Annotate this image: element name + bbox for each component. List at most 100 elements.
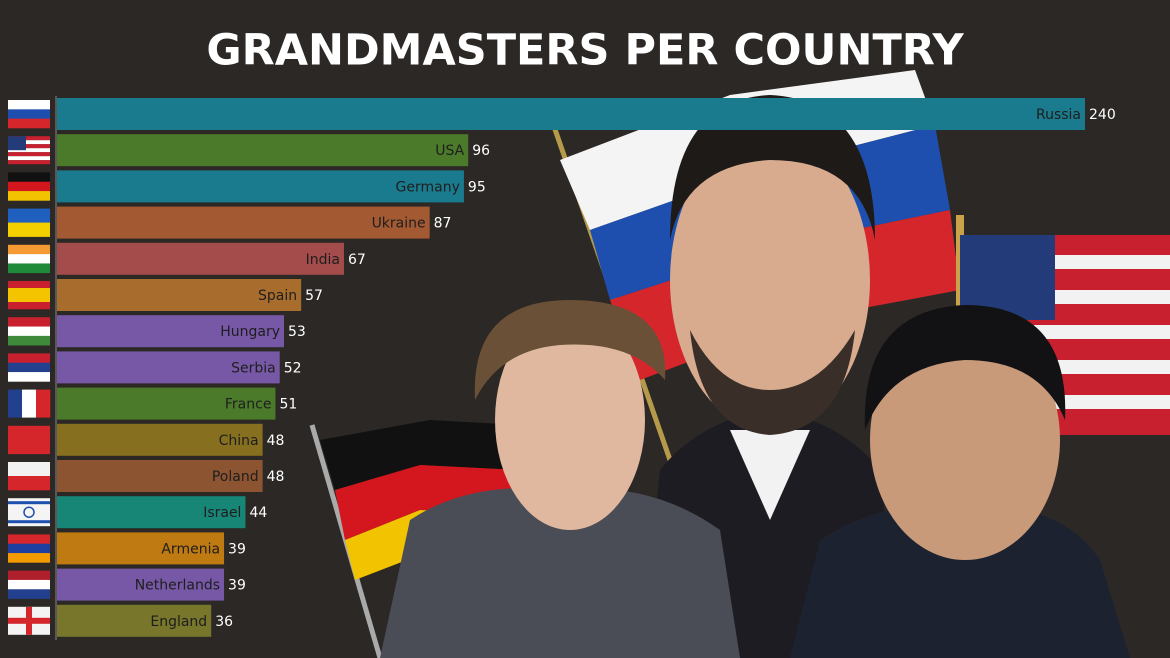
flag-canton [8,136,26,151]
category-label: Israel [203,505,241,521]
bar [57,496,246,529]
bar [57,351,280,384]
flag-icon [8,281,50,310]
bar [57,460,263,492]
flag-cross [8,617,50,624]
flag-stripe [8,501,50,505]
flag-stripe [8,362,50,373]
person-shirt [730,430,810,520]
flag-icon [8,606,50,635]
bar [57,568,225,601]
flag-stripe [8,372,50,382]
flag-stripe [8,353,50,364]
flag-stripe [8,244,50,255]
flag-stripe [8,288,50,296]
flag-stripe [8,295,50,303]
bar [57,279,302,311]
category-label: China [219,433,259,449]
flag-stripe [8,335,50,346]
value-label: 36 [215,614,233,630]
bar [57,423,263,456]
flag-stripe [8,160,50,165]
flag-stripe [8,148,50,153]
value-label: 48 [267,433,285,449]
category-label: Netherlands [135,578,220,594]
category-label: Germany [396,179,460,195]
photo-collage [309,70,1170,658]
flag-stripe [8,543,50,554]
value-label: 87 [434,216,452,232]
flag-stripe [8,520,50,524]
bar [57,387,276,420]
category-label: Spain [258,288,297,304]
flag-stripe [8,254,50,264]
flag-icon [8,389,51,418]
flag-stripe [8,553,50,563]
category-label: Serbia [231,360,276,376]
flag-stripe [8,281,50,289]
flag-stripe [8,118,50,129]
value-label: 53 [288,324,306,340]
bar [57,242,344,275]
flag-stripe [8,172,50,183]
value-label: 96 [472,143,490,159]
person-hair [864,305,1066,430]
flag-icon [8,136,50,165]
flag-icon [8,100,50,129]
person-face [670,130,870,430]
category-label: Hungary [220,324,280,340]
person-hair [670,95,875,240]
category-label: Poland [212,469,259,485]
flag-stripe [8,263,50,274]
person-beard [690,330,855,435]
bar [57,206,430,239]
flag-stripe [8,476,50,491]
flag-stripe [8,100,50,110]
bar [57,604,212,637]
flag-icon [8,172,50,201]
flag-icon [8,353,50,382]
flag-stripe [36,389,51,418]
category-label: USA [435,143,464,159]
flag-stripe [8,534,50,545]
flag-stripe [8,208,50,223]
bar [57,98,1085,130]
flag-stripe [8,326,50,337]
bar [57,532,225,565]
flag-stripe [8,425,50,455]
flag-stripe [8,579,50,590]
flag-black [320,420,520,490]
bar [57,170,464,203]
value-label: 240 [1089,107,1116,123]
value-label: 57 [305,288,323,304]
flag-icon [8,425,50,455]
value-label: 52 [284,360,302,376]
person-hair [474,300,666,400]
flag-stripe [8,191,50,201]
bar [57,315,285,348]
flag-stripe [8,144,50,149]
value-label: 48 [267,469,285,485]
value-label: 51 [279,397,297,413]
flag-icon [8,244,50,274]
flag-stripe [8,152,50,157]
flag-stripe [8,589,50,599]
value-label: 39 [228,578,246,594]
flag-stripe [8,462,50,477]
person-face [870,320,1060,560]
value-label: 39 [228,541,246,557]
flag-icon [8,534,50,563]
value-label: 44 [249,505,267,521]
value-label: 67 [348,252,366,268]
flag-icon [8,317,50,346]
bar [57,134,469,167]
person-face [495,310,645,530]
category-label: Ukraine [372,216,426,232]
flag-stripe [8,302,50,310]
flag-stripe [8,389,23,418]
flag-star [23,506,35,518]
flag-icon [8,570,50,599]
category-label: India [306,252,340,268]
person-suit [790,504,1130,658]
